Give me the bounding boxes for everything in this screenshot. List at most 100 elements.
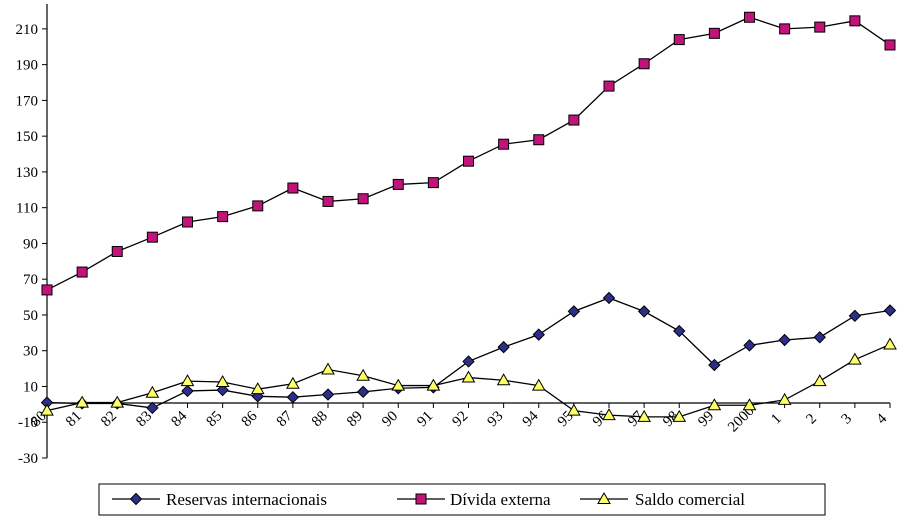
data-point [638,58,650,70]
data-point [322,195,334,207]
data-point [215,375,230,388]
y-tick-label: 30 [23,344,38,360]
data-point [392,178,404,190]
data-point [883,337,897,350]
data-point [426,378,441,391]
y-tick-label: 170 [16,93,39,109]
data-point [568,114,580,126]
x-tick-label: 85 [204,408,226,430]
series-triangle [40,337,897,422]
data-point [531,378,546,391]
data-point [250,382,265,395]
x-tick-label: 81 [63,408,85,430]
data-point [321,388,335,401]
legend-box [98,483,826,516]
x-tick-label: 93 [485,408,507,430]
data-point [603,80,615,92]
legend-label: Dívida externa [450,490,551,509]
data-point [708,27,720,39]
legend: Reservas internacionais Dívida externa Sal… [98,483,826,516]
x-tick-label: 92 [449,408,471,430]
data-point [637,409,651,422]
data-point [182,216,193,228]
x-tick-label: 87 [274,408,296,430]
data-point [287,182,299,194]
x-tick-label: 86 [239,408,261,430]
x-tick-label: 94 [520,408,542,430]
data-point [145,385,160,398]
data-point [462,355,475,368]
data-point [637,305,651,318]
series-square [41,11,896,296]
data-point [744,11,755,23]
x-tick-label: 88 [309,408,331,430]
data-point [532,328,545,341]
y-tick-label: -10 [18,415,38,431]
data-point [146,401,159,415]
data-point [673,324,686,338]
x-tick-label: 1 [768,411,785,428]
data-point [778,333,791,347]
x-tick-label: 90 [379,408,401,430]
y-tick-label: 150 [16,129,39,145]
legend-entry: Saldo comercial [580,490,745,509]
data-point [286,376,300,389]
data-point [496,373,511,386]
series-container [40,11,897,422]
data-point [812,374,827,387]
series-diamond [40,291,897,415]
data-point [814,21,826,33]
data-point [567,305,581,318]
data-point [146,231,158,243]
data-point [40,403,54,416]
data-point [883,304,897,317]
x-tick-label: 4 [874,411,891,428]
x-tick-label: 91 [414,408,436,430]
x-tick-label: 89 [344,408,366,430]
y-tick-label: 10 [23,379,38,395]
data-point [673,34,685,46]
data-point [356,368,370,381]
data-point [777,392,792,405]
x-tick-label: 2 [803,411,820,428]
data-point [848,352,862,365]
data-point [391,378,406,391]
x-tick-label: 3 [838,411,855,428]
data-point [742,398,757,411]
y-tick-label: 190 [16,58,39,74]
y-tick-label: 70 [23,272,38,288]
legend-marker [129,492,143,506]
y-tick-label: 130 [16,165,39,181]
legend-marker [415,493,427,505]
data-point [76,266,88,278]
legend-label: Reservas internacionais [166,490,327,509]
data-point [602,408,616,421]
data-point [498,138,510,150]
data-point [461,370,476,383]
y-tick-label: 90 [23,236,38,252]
data-point [321,362,335,375]
data-point [884,39,896,51]
data-point [181,384,194,398]
data-point [75,395,89,408]
data-point [252,200,264,212]
y-tick-label: 210 [16,22,39,38]
data-point [357,193,369,205]
y-tick-label: 50 [23,308,38,324]
series-line [46,297,891,409]
data-point [497,340,510,354]
x-tick-label: 82 [98,408,120,430]
data-point [779,23,791,35]
data-point [672,409,687,422]
data-point [180,374,195,387]
data-point [849,15,861,27]
data-point [533,134,545,146]
data-point [110,395,125,408]
legend-entry: Dívida externa [397,490,551,509]
y-tick-label: -30 [18,451,38,467]
legend-marker [597,491,611,504]
y-tick-label: 110 [16,201,38,217]
legend-label: Saldo comercial [635,490,745,509]
data-point [707,398,722,411]
